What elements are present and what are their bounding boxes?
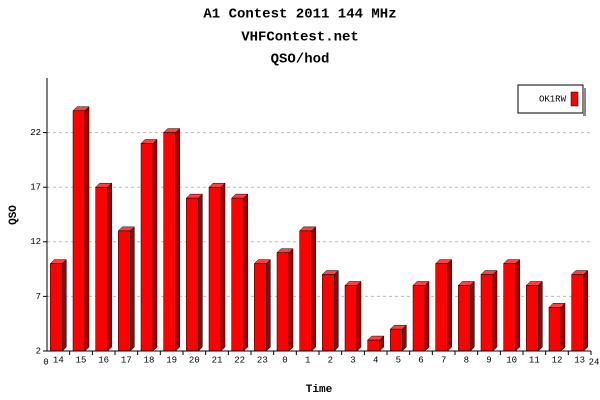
x-tick-label: 19 [166, 355, 177, 365]
x-tick-label: 5 [396, 355, 401, 365]
bar-side [130, 226, 135, 352]
bar-side [243, 193, 248, 352]
x-tick-label: 11 [529, 355, 540, 365]
bar-side [402, 324, 407, 352]
x-tick-label: 21 [212, 355, 223, 365]
legend-swatch [570, 91, 579, 107]
bar-side [515, 259, 520, 352]
bar-side [492, 269, 498, 352]
x-tick-label: 18 [144, 355, 155, 365]
chart-title: A1 Contest 2011 144 MHz [203, 7, 396, 23]
bar [95, 186, 108, 352]
bar [276, 252, 290, 352]
bar [140, 143, 154, 352]
bar [503, 263, 516, 352]
bar-side [583, 269, 588, 352]
bar-side [356, 280, 362, 352]
bar [458, 285, 471, 352]
x-tick-label: 10 [506, 355, 517, 365]
x-tick-label: 1 [305, 355, 310, 365]
y-axis-label: QSO [8, 205, 20, 225]
y-tick-label: 7 [36, 292, 41, 302]
x-end-label: 0 [43, 357, 48, 367]
bar-side [424, 280, 430, 352]
bar-side [288, 248, 294, 352]
bar-side [311, 226, 316, 352]
bar-side [107, 182, 112, 352]
x-tick-label: 22 [234, 355, 245, 365]
x-tick-label: 20 [189, 355, 200, 365]
bar [435, 263, 448, 352]
y-tick-label: 12 [30, 237, 41, 247]
bar [390, 328, 403, 352]
x-tick-label: 23 [257, 355, 268, 365]
y-tick-label: 22 [30, 128, 41, 138]
bar-side [560, 302, 566, 352]
bar [231, 197, 244, 352]
bar [571, 274, 584, 352]
bar-side [175, 127, 180, 352]
bar-side [198, 193, 203, 352]
bar [299, 230, 312, 352]
legend-shadow [583, 88, 586, 116]
bar [322, 274, 335, 352]
y-tick-label: 17 [30, 183, 41, 193]
x-end-label: 24 [589, 357, 600, 367]
bar [208, 186, 222, 352]
x-tick-label: 14 [53, 355, 64, 365]
bar [50, 263, 63, 352]
bar-side [334, 269, 339, 352]
y-tick-label: 2 [36, 346, 41, 356]
bar-side [266, 259, 271, 352]
x-tick-label: 6 [418, 355, 423, 365]
bar-side [220, 182, 226, 352]
bar [548, 307, 562, 352]
legend-label: OK1RW [539, 94, 567, 104]
x-axis-label: Time [306, 384, 333, 396]
x-tick-label: 17 [121, 355, 132, 365]
bar [480, 274, 494, 352]
bar [254, 263, 267, 352]
bar-side [62, 259, 67, 352]
bar-side [152, 138, 158, 352]
bar [72, 110, 86, 352]
x-tick-label: 12 [552, 355, 563, 365]
bar [526, 285, 539, 352]
chart-subtitle: VHFContest.net [241, 30, 359, 46]
x-tick-label: 16 [98, 355, 109, 365]
bar [412, 285, 426, 352]
bar [344, 285, 358, 352]
bar-side [447, 259, 452, 352]
x-tick-label: 7 [441, 355, 446, 365]
chart-label: QSO/hod [271, 52, 330, 68]
x-tick-label: 0 [282, 355, 287, 365]
x-tick-label: 8 [464, 355, 469, 365]
bar [367, 339, 380, 352]
bar-side [84, 106, 90, 352]
bar-side [538, 280, 543, 352]
bar [118, 230, 131, 352]
x-tick-label: 15 [76, 355, 87, 365]
x-tick-label: 4 [373, 355, 378, 365]
x-tick-label: 13 [574, 355, 585, 365]
x-tick-label: 3 [350, 355, 355, 365]
x-tick-label: 9 [486, 355, 491, 365]
bar [186, 197, 199, 352]
x-tick-label: 2 [328, 355, 333, 365]
bar-side [470, 280, 475, 352]
bar [163, 132, 176, 352]
